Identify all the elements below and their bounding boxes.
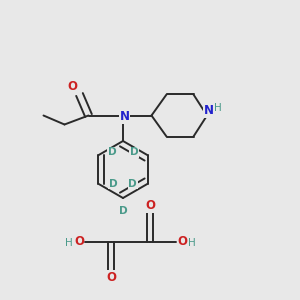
Text: O: O [106,271,116,284]
Text: D: D [128,179,137,189]
Text: H: H [214,103,221,113]
Text: D: D [130,147,139,157]
Text: H: H [65,238,73,248]
Text: D: D [109,179,118,189]
Text: O: O [145,199,155,212]
Text: D: D [107,147,116,157]
Text: D: D [119,206,127,217]
Text: O: O [74,235,84,248]
Text: N: N [119,110,130,124]
Text: H: H [188,238,196,248]
Text: O: O [67,80,77,94]
Text: O: O [177,235,187,248]
Text: N: N [203,104,214,118]
